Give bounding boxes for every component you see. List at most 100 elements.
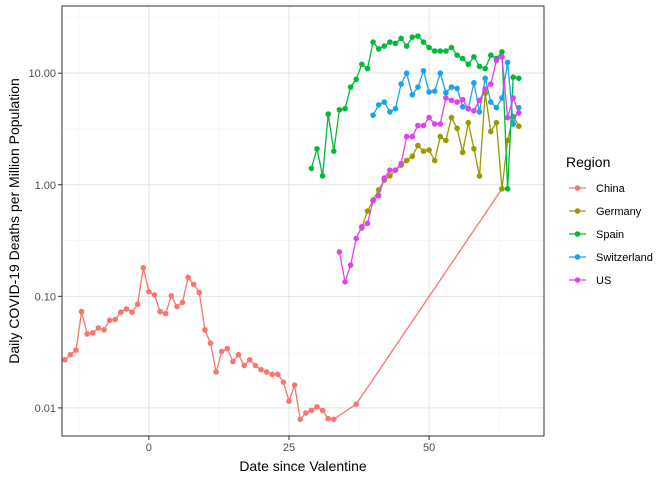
- data-point-switzerland: [387, 109, 393, 115]
- data-point-switzerland: [431, 88, 438, 94]
- data-point-switzerland: [454, 85, 460, 92]
- data-point-spain: [336, 107, 343, 113]
- legend-key-point: [574, 254, 581, 260]
- data-point-germany: [499, 186, 505, 192]
- data-point-china: [123, 306, 130, 312]
- data-point-germany: [516, 123, 522, 129]
- data-point-spain: [504, 186, 511, 192]
- data-point-spain: [308, 165, 315, 172]
- data-point-us: [465, 105, 472, 112]
- data-point-germany: [443, 137, 449, 144]
- x-tick-label: 0: [146, 442, 152, 454]
- data-point-spain: [420, 39, 427, 45]
- data-point-switzerland: [482, 75, 489, 82]
- legend-key-point: [574, 231, 581, 237]
- legend-item-germany: Germany: [569, 206, 642, 218]
- data-point-spain: [448, 44, 455, 51]
- data-point-china: [291, 382, 298, 388]
- data-point-us: [516, 110, 522, 116]
- data-point-china: [303, 410, 309, 416]
- data-point-spain: [347, 84, 354, 90]
- data-point-switzerland: [392, 105, 399, 112]
- data-point-china: [241, 362, 247, 369]
- data-point-spain: [398, 35, 404, 42]
- legend-key-point: [574, 185, 581, 191]
- data-point-china: [118, 309, 124, 316]
- data-point-us: [493, 57, 500, 64]
- data-point-germany: [403, 157, 410, 164]
- series-layer: [62, 33, 522, 423]
- data-point-china: [331, 416, 337, 423]
- data-point-germany: [493, 119, 500, 126]
- data-point-us: [471, 108, 477, 114]
- data-point-china: [196, 289, 203, 296]
- data-point-germany: [459, 149, 466, 156]
- data-point-china: [286, 398, 292, 404]
- data-point-germany: [454, 125, 460, 132]
- data-point-china: [224, 345, 231, 352]
- data-point-china: [106, 317, 113, 324]
- x-axis-label: Date since Valentine: [239, 458, 367, 474]
- legend-label: Switzerland: [596, 252, 653, 264]
- data-point-china: [218, 348, 225, 355]
- data-point-china: [112, 316, 118, 323]
- data-point-us: [476, 97, 483, 104]
- data-point-china: [353, 401, 360, 408]
- data-point-china: [95, 325, 102, 331]
- x-tick-label: 25: [283, 442, 295, 454]
- data-point-germany: [387, 173, 393, 179]
- data-point-spain: [359, 61, 365, 68]
- data-point-us: [353, 235, 360, 242]
- y-tick-label: 0.01: [35, 403, 56, 415]
- data-point-us: [499, 54, 505, 60]
- data-point-us: [448, 97, 455, 104]
- data-point-china: [84, 331, 90, 337]
- y-tick-label: 0.10: [35, 291, 56, 303]
- data-point-germany: [426, 147, 432, 153]
- data-point-germany: [364, 208, 371, 214]
- data-point-us: [504, 114, 511, 121]
- data-point-china: [314, 404, 320, 410]
- data-point-china: [73, 347, 79, 353]
- data-point-spain: [342, 105, 348, 112]
- data-point-us: [488, 81, 494, 87]
- data-point-switzerland: [415, 84, 421, 90]
- data-point-germany: [437, 133, 444, 140]
- data-point-spain: [476, 63, 483, 70]
- data-point-germany: [431, 157, 438, 164]
- data-point-us: [375, 192, 382, 199]
- data-point-switzerland: [459, 104, 466, 110]
- grid: [62, 6, 544, 436]
- data-point-china: [190, 281, 197, 288]
- series-us: [336, 54, 522, 285]
- data-point-china: [202, 327, 208, 333]
- x-axis: 0 25 50: [146, 436, 435, 454]
- data-point-switzerland: [448, 84, 455, 90]
- data-point-us: [364, 220, 371, 227]
- legend-key-point: [574, 208, 581, 214]
- data-point-switzerland: [370, 112, 376, 118]
- data-point-spain: [415, 33, 421, 39]
- data-point-china: [230, 358, 236, 365]
- data-point-us: [431, 121, 438, 127]
- legend-label: US: [596, 275, 611, 287]
- data-point-spain: [314, 146, 320, 152]
- data-point-spain: [364, 65, 371, 72]
- panel-border: [61, 5, 545, 437]
- data-point-spain: [465, 61, 472, 68]
- data-point-spain: [381, 43, 388, 49]
- data-point-us: [392, 167, 399, 173]
- data-point-china: [185, 274, 191, 281]
- data-point-china: [134, 301, 141, 308]
- data-point-germany: [471, 146, 477, 152]
- data-point-switzerland: [437, 70, 444, 76]
- data-point-switzerland: [426, 89, 432, 95]
- data-point-switzerland: [398, 81, 404, 87]
- data-point-us: [403, 133, 410, 140]
- data-point-switzerland: [510, 121, 516, 127]
- data-point-us: [420, 122, 427, 129]
- data-point-china: [263, 369, 270, 375]
- data-point-germany: [409, 153, 416, 160]
- data-point-china: [78, 308, 85, 315]
